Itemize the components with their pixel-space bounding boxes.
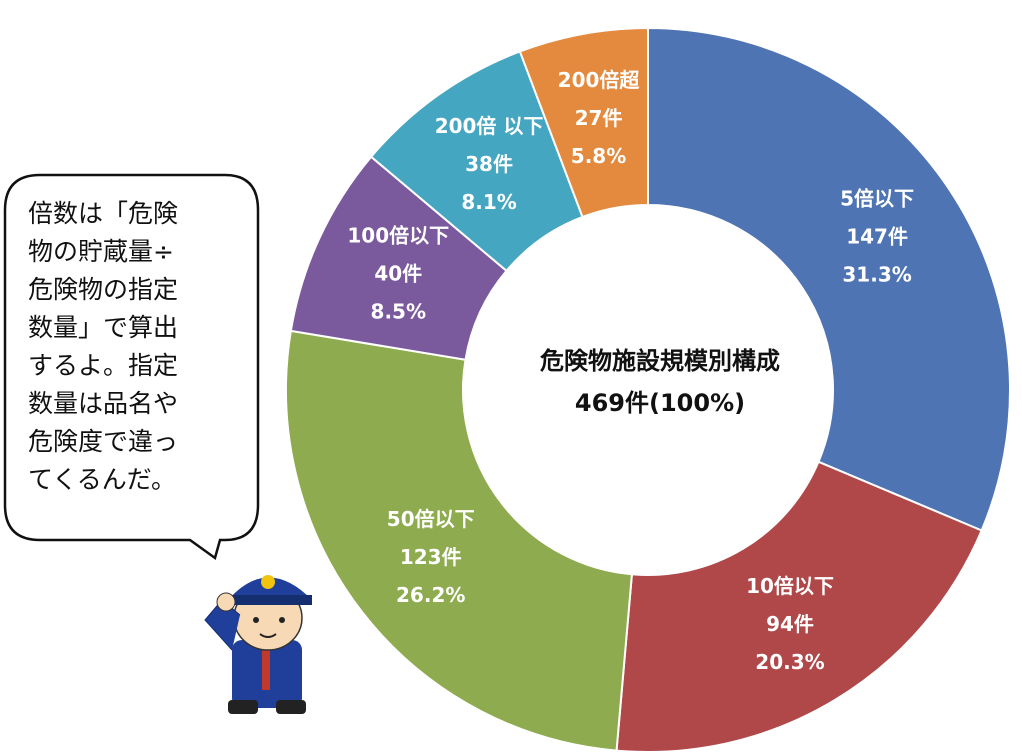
bubble-text: 数量は品名や [28, 389, 178, 418]
center-title: 危険物施設規模別構成 [540, 347, 780, 375]
donut-slice [615, 460, 983, 753]
donut-slice [285, 329, 633, 752]
police-mascot [204, 575, 312, 714]
slice-percentage: 8.5% [371, 299, 426, 323]
slice-category: 100倍以下 [347, 223, 449, 247]
slice-percentage: 31.3% [842, 262, 911, 286]
slice-percentage: 20.3% [755, 650, 824, 674]
slice-percentage: 26.2% [396, 583, 465, 607]
slice-category: 200倍超 [558, 68, 641, 92]
slice-count: 147件 [846, 224, 908, 248]
slice-percentage: 5.8% [571, 144, 626, 168]
bubble-text: てくるんだ。 [28, 465, 176, 494]
slice-count: 40件 [374, 261, 422, 285]
slice-count: 27件 [575, 106, 623, 130]
slice-percentage: 8.1% [461, 190, 516, 214]
slice-category: 10倍以下 [746, 574, 834, 598]
speech-bubble [3, 173, 260, 561]
slice-count: 123件 [400, 545, 462, 569]
bubble-text: 倍数は「危険 [28, 199, 178, 228]
bubble-text: 物の貯蔵量÷ [28, 237, 174, 266]
bubble-text: 危険度で違っ [28, 427, 178, 456]
slice-category: 50倍以下 [387, 507, 475, 531]
center-total: 469件(100%) [575, 389, 745, 417]
donut-slice [647, 26, 1011, 532]
bubble-text: 数量」で算出 [28, 313, 178, 342]
slice-count: 38件 [465, 152, 513, 176]
bubble-text: するよ。指定 [28, 351, 178, 380]
slice-category: 200倍 以下 [435, 114, 544, 138]
slice-count: 94件 [766, 612, 814, 636]
slice-category: 5倍以下 [840, 186, 914, 210]
donut-slice [518, 26, 649, 219]
bubble-text: 危険物の指定 [28, 275, 178, 304]
